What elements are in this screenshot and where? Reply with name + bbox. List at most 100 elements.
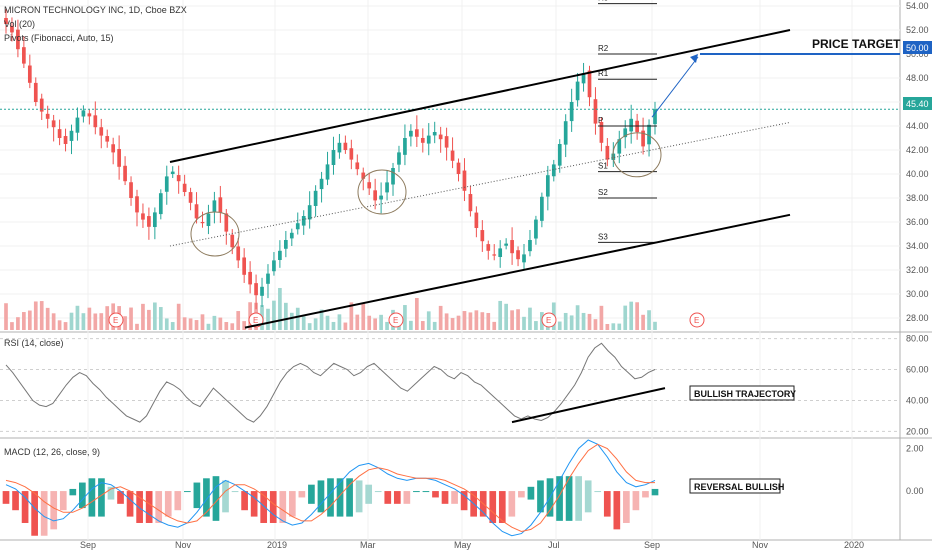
macd-histogram-bar	[575, 476, 582, 521]
macd-histogram-bar	[565, 476, 573, 521]
grid-lines	[0, 0, 900, 540]
candle-body	[444, 136, 449, 148]
volume-bar	[33, 301, 38, 330]
candle-body	[272, 260, 276, 272]
macd-tick-label: 0.00	[906, 486, 924, 496]
volume-bar	[337, 314, 342, 330]
macd-histogram-bar	[508, 491, 516, 517]
macd-histogram-bar	[59, 491, 67, 511]
channel-bottom	[244, 213, 791, 329]
volume-bar	[647, 310, 651, 330]
candle-body	[260, 286, 264, 296]
volume-bar	[212, 315, 217, 330]
volume-bar	[170, 322, 175, 330]
volume-bar	[99, 313, 104, 330]
pivots-label: Pivots (Fibonacci, Auto, 15)	[4, 33, 114, 43]
macd-histogram-bar	[489, 491, 497, 523]
pivot-label: S2	[598, 188, 608, 197]
macd-histogram-bar	[222, 480, 229, 513]
macd-histogram-bar	[50, 491, 58, 530]
candle-body	[153, 212, 157, 228]
volume-bar	[81, 313, 86, 330]
candle-body	[325, 164, 330, 180]
macd-histogram-bar	[31, 491, 38, 536]
candle-body	[510, 240, 514, 254]
candle-body	[438, 134, 443, 140]
last-price-value: 45.40	[906, 99, 929, 109]
volume-bar	[147, 309, 151, 330]
volume-bar	[135, 323, 139, 330]
candle-body	[593, 99, 598, 124]
candle-body	[540, 196, 544, 221]
macd-histogram-bar	[250, 491, 258, 517]
volume-bar	[611, 323, 616, 330]
price-tick-label: 44.00	[906, 121, 929, 131]
reversal-bullish-label: REVERSAL BULLISH	[694, 482, 784, 492]
volume-bar	[569, 315, 574, 330]
macd-histogram-bar	[298, 491, 306, 498]
candle-body	[69, 130, 74, 141]
volume-bar	[194, 320, 199, 330]
volume-bar	[432, 321, 437, 330]
candle-body	[641, 130, 645, 147]
volume-bar	[153, 302, 157, 330]
volume-bar	[599, 305, 604, 330]
macd-histogram-bar	[642, 491, 649, 498]
candle-body	[551, 164, 556, 177]
candle-body	[361, 172, 366, 179]
macd-histogram-bar	[136, 491, 143, 523]
candle-body	[373, 190, 378, 201]
candle-body	[343, 142, 348, 150]
candle-body	[117, 149, 121, 167]
pivot-label: P	[598, 116, 603, 125]
x-tick-label: Jul	[548, 540, 560, 550]
volume-bar	[10, 322, 14, 330]
candle-body	[432, 132, 437, 136]
volume-bar	[51, 313, 56, 330]
volume-bar	[93, 313, 98, 330]
candle-body	[123, 165, 127, 182]
candle-body	[331, 150, 336, 165]
highlight-circle	[612, 132, 662, 178]
candle-body	[39, 98, 44, 112]
candle-body	[224, 213, 229, 232]
candle-body	[283, 240, 288, 249]
macd-histogram-bar	[40, 491, 48, 536]
rsi-tick-label: 80.00	[906, 334, 929, 344]
candle-body	[605, 145, 610, 160]
earnings-marker	[541, 312, 557, 328]
macd-histogram-bar	[403, 491, 411, 504]
pivot-levels: R3 R2 R1 P S1 S2 S3	[0, 0, 900, 243]
macd-histogram-bar	[12, 491, 19, 511]
macd-histogram-bar	[98, 478, 105, 517]
macd-histogram-bar	[603, 491, 611, 517]
price-tick-label: 54.00	[906, 1, 929, 11]
volume-bar	[176, 303, 181, 330]
macd-histogram-bar	[231, 491, 239, 493]
trend-channel	[169, 29, 791, 329]
candle-body	[528, 240, 532, 252]
volume-bar	[605, 323, 610, 330]
volume-bar	[361, 303, 366, 330]
rsi-tick-label: 40.00	[906, 395, 929, 405]
macd-histogram-bar	[193, 482, 201, 509]
earnings-marker-label: E	[393, 316, 398, 325]
volume-bar	[480, 312, 485, 330]
candle-body	[516, 250, 520, 260]
candle-body	[623, 128, 628, 138]
candle-body	[206, 213, 211, 227]
macd-histogram-bar	[365, 484, 373, 504]
macd-histogram-bar	[145, 491, 153, 523]
volume-bar	[230, 323, 235, 330]
candle-body	[4, 18, 8, 24]
candle-body	[158, 193, 163, 215]
macd-histogram-bar	[88, 478, 96, 517]
x-tick-label: Sep	[644, 540, 660, 550]
pivot-label: R1	[598, 69, 609, 78]
candle-body	[218, 197, 223, 213]
macd-histogram-bar	[69, 488, 77, 496]
bullish-trajectory-box	[689, 385, 795, 401]
pivot-label: R2	[598, 44, 609, 53]
volume-bar	[653, 321, 657, 330]
macd-histogram-bar	[498, 491, 506, 523]
